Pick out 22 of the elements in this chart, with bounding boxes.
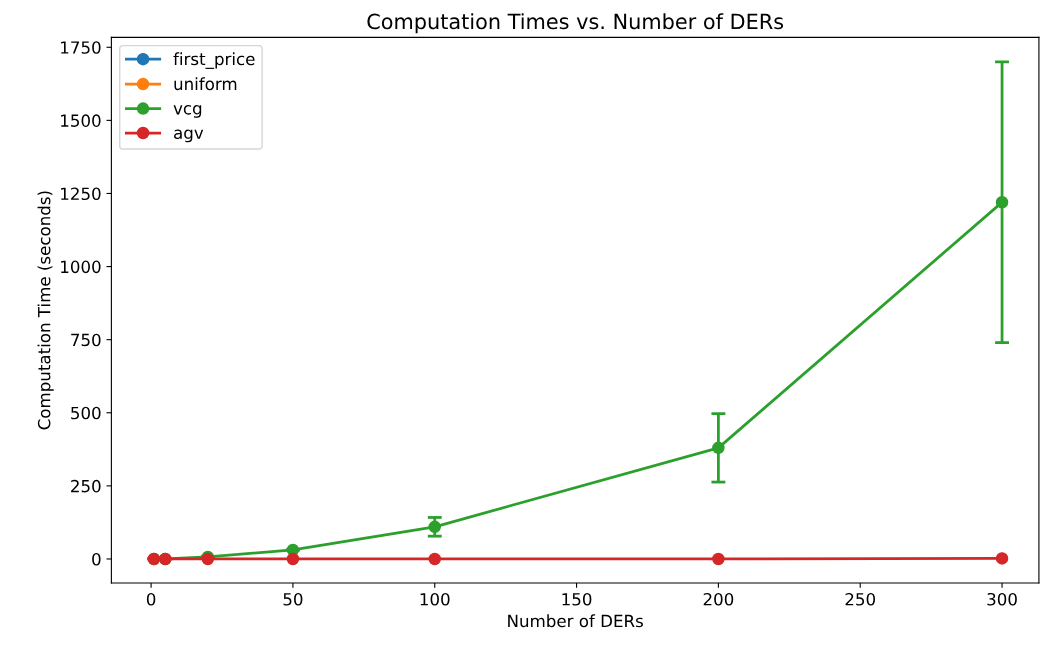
y-tick-label: 1750 [61,41,101,54]
y-tick-label: 1000 [61,260,101,274]
x-tick-label: 50 [283,592,303,606]
y-tick-label: 0 [92,552,101,566]
x-tick-label: 250 [845,592,876,606]
x-axis-title: Number of DERs [508,614,643,628]
x-tick-label: 200 [703,592,734,606]
y-tick-label: 1250 [61,187,101,201]
y-tick-label: 750 [71,333,101,347]
y-tick-label: 500 [71,406,101,420]
legend-label: vcg [173,105,202,118]
y-axis-title: Computation Time (seconds) [37,191,54,430]
chart-title: Computation Times vs. Number of DERs [367,13,784,34]
x-tick-label: 300 [987,592,1017,606]
y-tick-label: 1500 [61,114,101,127]
legend-label: first_price [173,52,255,69]
legend-label: agv [174,129,204,143]
legend-label: uniform [174,77,237,91]
x-tick-label: 100 [420,592,450,606]
y-tick-label: 250 [71,479,101,493]
x-tick-label: 0 [146,592,156,606]
x-tick-label: 150 [562,592,592,606]
